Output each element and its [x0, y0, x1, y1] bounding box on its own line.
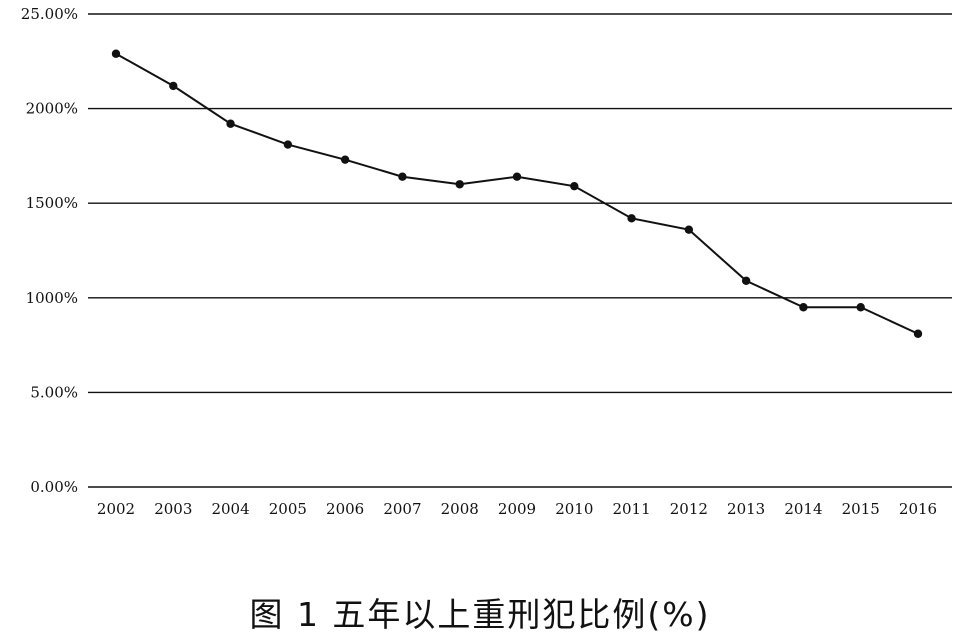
data-point [856, 303, 865, 312]
x-tick-label: 2007 [383, 500, 421, 518]
x-tick-label: 2004 [211, 500, 249, 518]
data-point [455, 180, 464, 189]
y-tick-label: 1500% [26, 194, 78, 212]
data-point [169, 81, 178, 91]
data-point [799, 303, 808, 312]
x-tick-label: 2005 [269, 500, 307, 518]
y-tick-label: 5.00% [30, 383, 78, 401]
line-chart: 0.00% 5.00% 1000% 1500% 2000% 25.00% 2002 2003 2… [21, 5, 952, 518]
x-tick-label: 2014 [784, 500, 822, 518]
y-tick-label: 1000% [26, 289, 78, 307]
data-point [684, 225, 694, 234]
y-tick-label: 25.00% [21, 5, 78, 23]
figure-caption: 图 1 五年以上重刑犯比例(%) [249, 595, 711, 634]
x-tick-label: 2006 [326, 500, 364, 518]
chart-area: 0.00% 5.00% 1000% 1500% 2000% 25.00% 2002 2003 2… [21, 5, 952, 518]
x-tick-label: 2009 [498, 500, 536, 518]
x-tick-label: 2008 [441, 500, 479, 518]
y-tick-label: 2000% [26, 100, 78, 118]
x-tick-label: 2012 [670, 500, 708, 518]
y-tick-label: 0.00% [30, 478, 78, 496]
x-tick-label: 2002 [97, 500, 135, 518]
data-point [570, 181, 579, 191]
data-point [111, 49, 121, 58]
x-tick-label: 2016 [899, 500, 937, 518]
x-tick-label: 2015 [842, 500, 880, 518]
x-tick-label: 2010 [555, 500, 593, 518]
data-point [340, 155, 350, 164]
data-point [627, 214, 636, 223]
x-tick-label: 2011 [612, 500, 650, 518]
data-point [512, 172, 522, 181]
x-tick-label: 2013 [727, 500, 765, 518]
x-tick-label: 2003 [154, 500, 192, 518]
data-point [741, 276, 751, 285]
data-point [913, 329, 923, 338]
data-point [283, 140, 293, 149]
data-point [226, 119, 235, 128]
data-point [398, 172, 407, 181]
series-line [115, 52, 919, 335]
